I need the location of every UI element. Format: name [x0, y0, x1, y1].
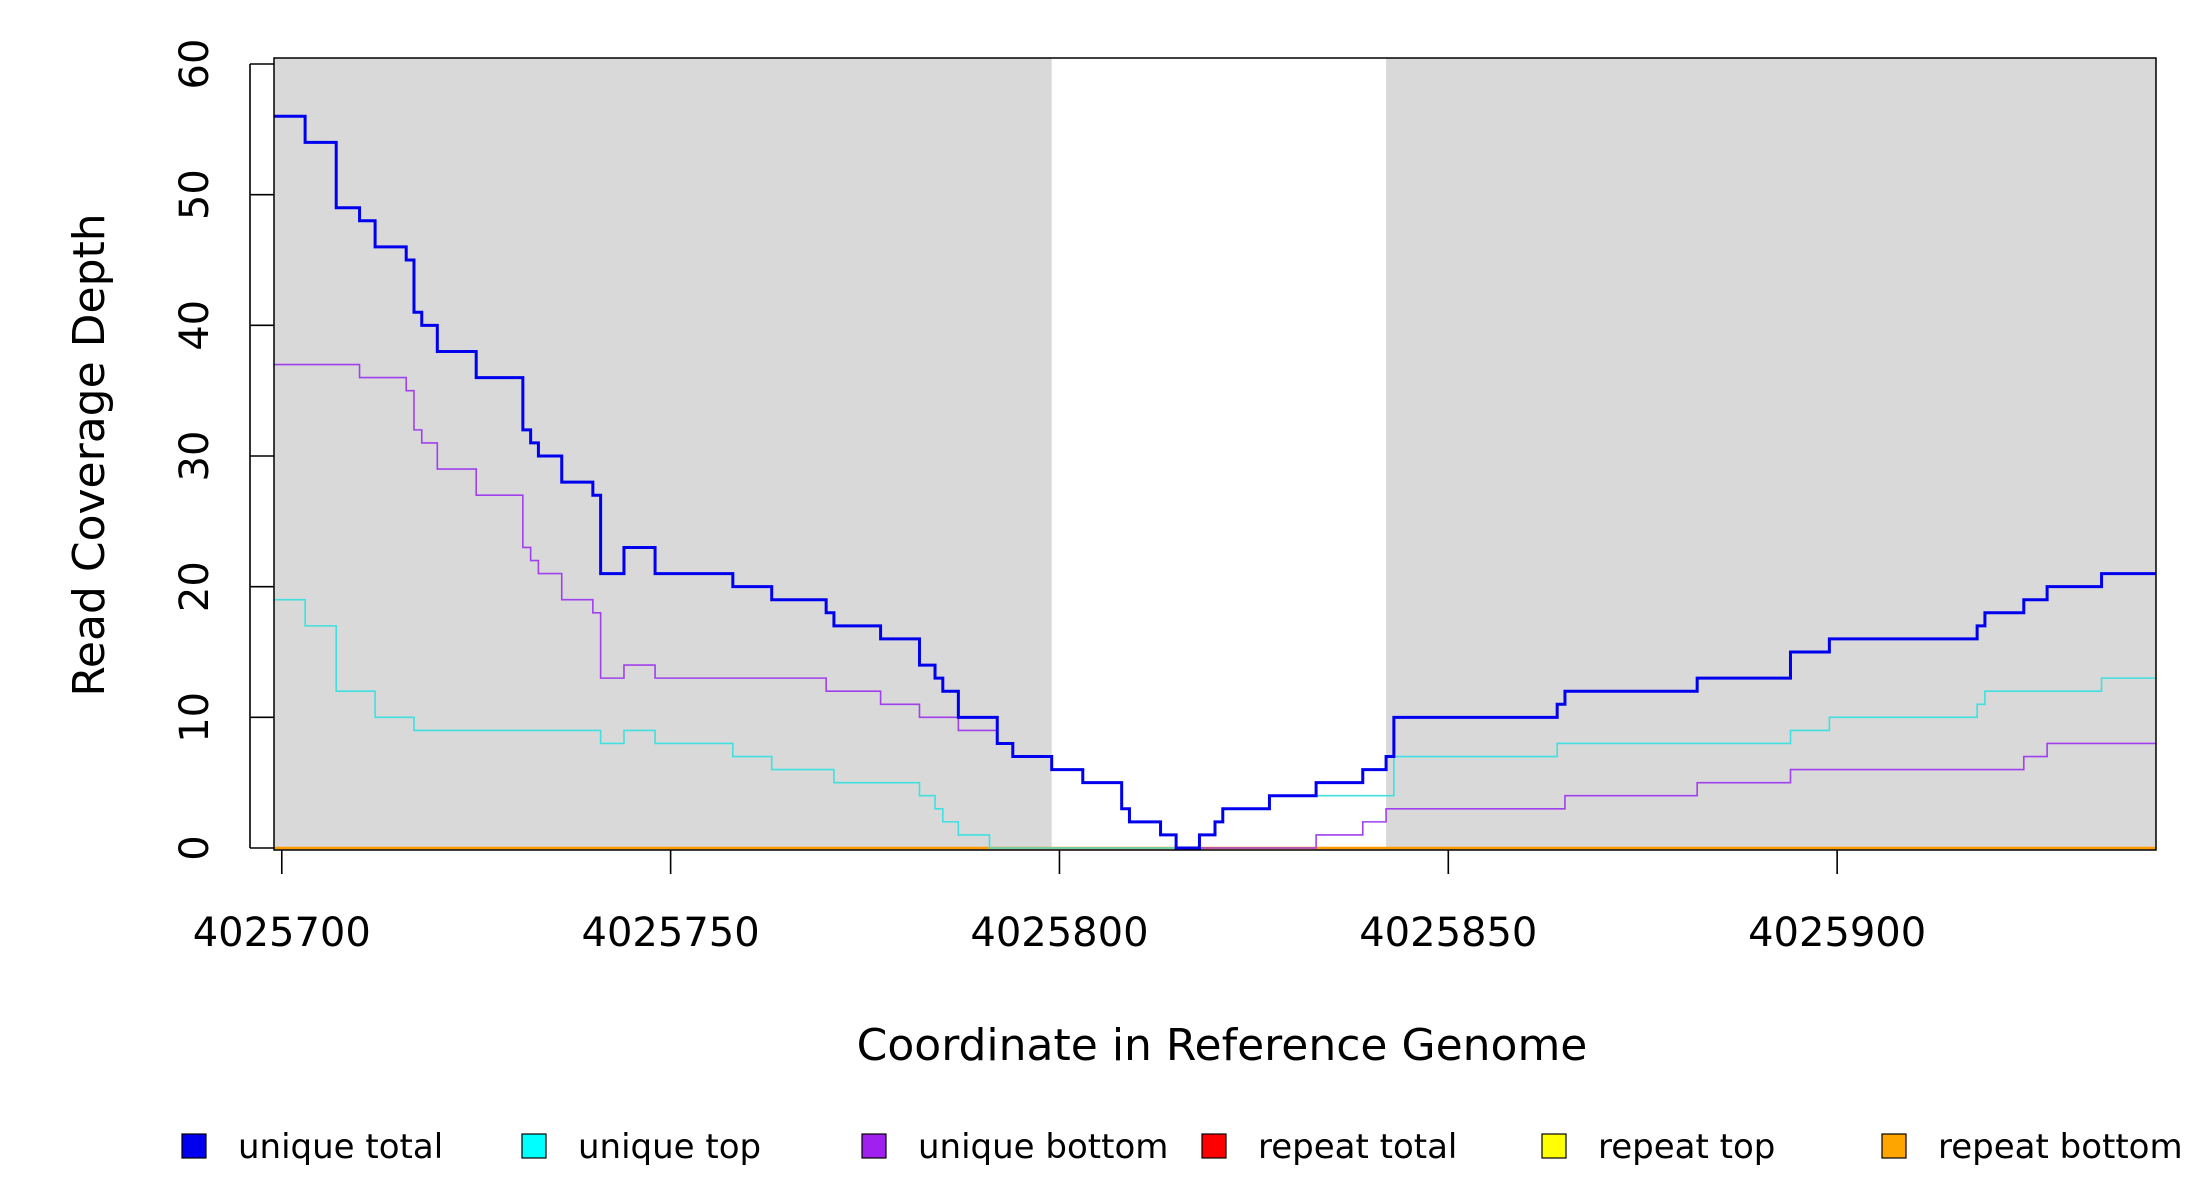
x-axis: 4025700 4025750 4025800 4025850 4025900: [193, 850, 1926, 956]
legend-label-unique-bottom: unique bottom: [918, 1127, 1168, 1167]
series-line-unique-total: [274, 114, 2156, 850]
legend-swatch-repeat-total: [1201, 1133, 1227, 1159]
y-tick-label-20: 20: [172, 561, 218, 612]
shaded-region-1: [274, 58, 1052, 850]
legend-swatch-repeat-bottom: [1881, 1133, 1907, 1159]
plot-frame: [273, 57, 2157, 851]
legend-label-repeat-total: repeat total: [1258, 1127, 1457, 1167]
legend-label-unique-total: unique total: [238, 1127, 443, 1167]
legend-label-repeat-top: repeat top: [1598, 1127, 1775, 1167]
shaded-region-2: [1386, 58, 2156, 850]
x-axis-title: Coordinate in Reference Genome: [857, 1020, 1588, 1071]
y-axis: 0 10 20 30 40 50 60: [172, 39, 274, 861]
y-axis-title: Read Coverage Depth: [64, 213, 115, 696]
y-tick-label-40: 40: [172, 300, 218, 351]
x-tick-label-4025750: 4025750: [582, 910, 760, 956]
y-tick-label-50: 50: [172, 169, 218, 220]
legend-label-repeat-bottom: repeat bottom: [1938, 1127, 2183, 1167]
y-tick-label-30: 30: [172, 431, 218, 482]
y-tick-label-0: 0: [172, 835, 218, 860]
legend-swatch-unique-total: [181, 1133, 207, 1159]
legend-label-unique-top: unique top: [578, 1127, 761, 1167]
y-tick-label-10: 10: [172, 692, 218, 743]
x-tick-label-4025700: 4025700: [193, 910, 371, 956]
x-tick-label-4025900: 4025900: [1748, 910, 1926, 956]
legend-swatch-repeat-top: [1541, 1133, 1567, 1159]
series-line-unique-top: [274, 598, 2156, 849]
x-tick-label-4025800: 4025800: [970, 910, 1148, 956]
x-tick-label-4025850: 4025850: [1359, 910, 1537, 956]
legend: unique total unique top unique bottom repea…: [181, 1127, 2183, 1167]
legend-swatch-unique-top: [521, 1133, 547, 1159]
y-tick-label-60: 60: [172, 39, 218, 90]
series-lines: [274, 114, 2156, 850]
legend-swatch-unique-bottom: [861, 1133, 887, 1159]
series-line-unique-bottom: [274, 363, 2156, 849]
